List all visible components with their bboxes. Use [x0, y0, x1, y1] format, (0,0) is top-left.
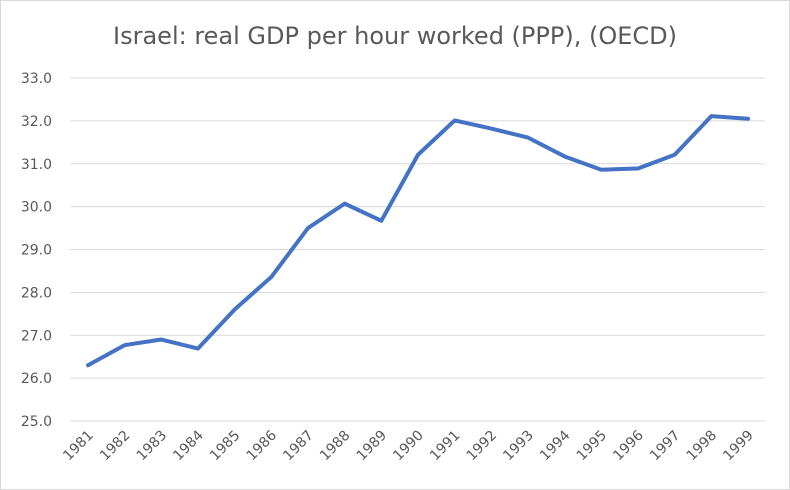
x-tick-label: 1991: [427, 428, 464, 465]
x-tick-label: 1998: [684, 428, 721, 465]
x-tick-label: 1996: [610, 427, 647, 464]
x-tick-label: 1995: [574, 428, 611, 465]
y-tick-label: 33.0: [21, 71, 52, 87]
y-tick-label: 25.0: [21, 414, 52, 430]
y-tick-label: 27.0: [21, 328, 52, 344]
x-tick-label: 1992: [464, 428, 501, 465]
y-tick-label: 26.0: [21, 371, 52, 387]
x-tick-label: 1990: [390, 428, 427, 465]
x-tick-label: 1985: [207, 428, 244, 465]
x-tick-label: 1993: [500, 428, 537, 465]
x-tick-label: 1983: [134, 428, 171, 465]
x-tick-label: 1986: [244, 427, 281, 464]
x-tick-label: 1982: [97, 428, 134, 465]
y-tick-label: 28.0: [21, 285, 52, 301]
y-tick-label: 29.0: [21, 243, 52, 259]
x-tick-label: 1997: [647, 428, 684, 465]
y-tick-label: 32.0: [21, 114, 52, 130]
x-tick-label: 1989: [354, 428, 391, 465]
x-tick-label: 1981: [60, 428, 97, 465]
series-line: [86, 114, 750, 368]
x-tick-label: 1988: [317, 428, 354, 465]
chart-title: Israel: real GDP per hour worked (PPP), …: [113, 22, 677, 50]
x-tick-label: 1984: [170, 427, 207, 464]
y-tick-label: 31.0: [21, 157, 52, 173]
x-tick-label: 1987: [280, 428, 317, 465]
y-tick-label: 30.0: [21, 200, 52, 216]
x-tick-label: 1999: [720, 428, 757, 465]
x-tick-label: 1994: [537, 427, 574, 464]
